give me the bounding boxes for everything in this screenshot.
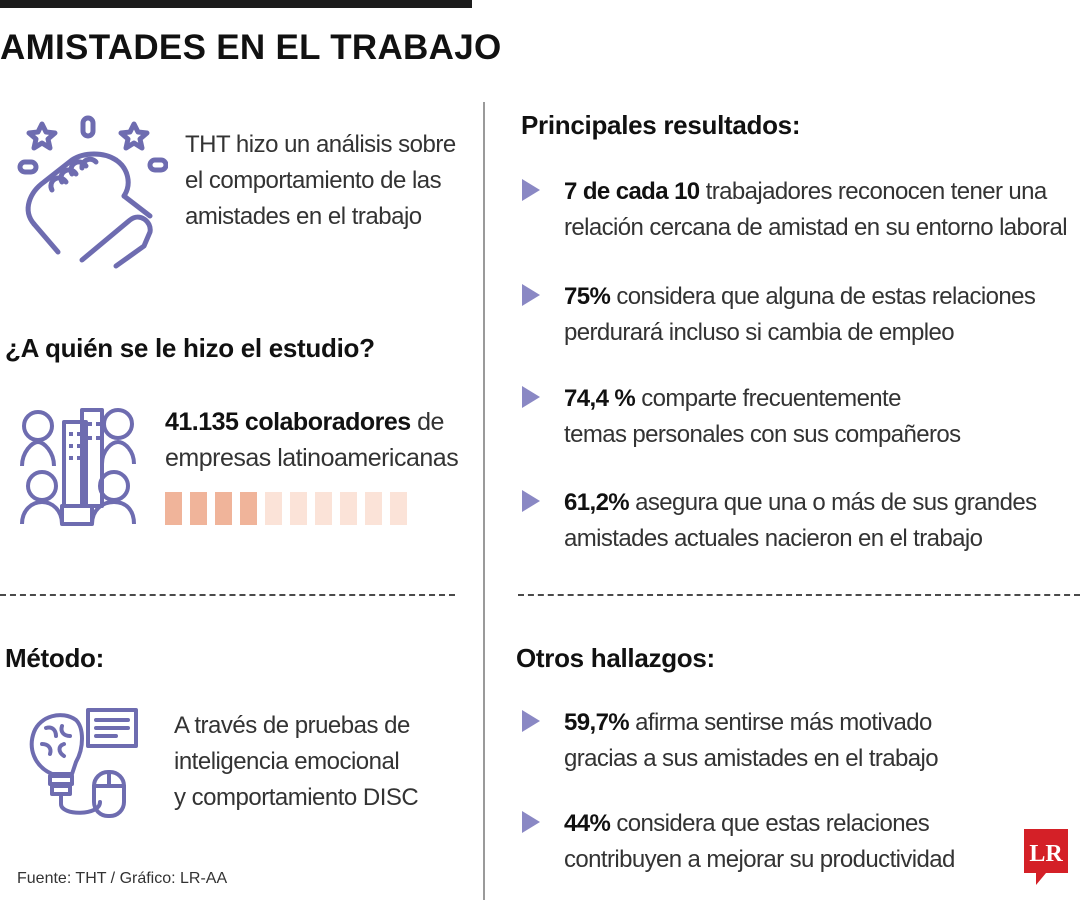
source-note: Fuente: THT / Gráfico: LR-AA: [17, 870, 228, 887]
participant-block: [165, 492, 182, 525]
finding-figure: 44%: [564, 810, 611, 837]
bullet-arrow-icon: [522, 811, 540, 833]
bullet-arrow-icon: [522, 710, 540, 732]
finding-line-2: contribuyen a mejorar su productividad: [564, 846, 955, 873]
finding-item: 59,7% afirma sentirse más motivado graci…: [522, 705, 939, 777]
participant-block: [290, 492, 307, 525]
intro-line: THT hizo un análisis sobre: [185, 131, 456, 158]
study-heading: ¿A quién se le hizo el estudio?: [5, 333, 375, 363]
others-heading: Otros hallazgos:: [516, 643, 715, 673]
result-line-2: amistades actuales nacieron en el trabaj…: [564, 525, 983, 552]
result-text: 7 de cada 10 trabajadores reconocen tene…: [564, 174, 1068, 246]
right-dashed-divider: [518, 594, 1080, 596]
method-heading: Método:: [5, 643, 104, 673]
method-line: y comportamiento DISC: [174, 784, 419, 811]
bullet-arrow-icon: [522, 179, 540, 201]
handshake-icon: [17, 115, 168, 269]
study-text: 41.135 colaboradores de empresas latinoa…: [165, 404, 459, 476]
participant-block: [190, 492, 207, 525]
left-dashed-divider: [0, 594, 455, 596]
result-figure: 61,2%: [564, 489, 630, 516]
finding-line-1: considera que estas relaciones: [610, 810, 930, 837]
result-item: 7 de cada 10 trabajadores reconocen tene…: [522, 174, 1068, 246]
participant-block: [265, 492, 282, 525]
result-line-2: relación cercana de amistad en su entorn…: [564, 214, 1068, 241]
method-line: A través de pruebas de: [174, 712, 410, 739]
result-figure: 74,4 %: [564, 385, 636, 412]
study-count-suffix: de: [410, 408, 444, 436]
result-figure: 7 de cada 10: [564, 178, 700, 205]
finding-figure: 59,7%: [564, 709, 630, 736]
result-line-1: considera que alguna de estas relaciones: [610, 283, 1036, 310]
participant-block: [215, 492, 232, 525]
finding-line-1: afirma sentirse más motivado: [629, 709, 932, 736]
method-text: A través de pruebas de inteligencia emoc…: [174, 708, 419, 816]
participant-block: [240, 492, 257, 525]
bullet-arrow-icon: [522, 386, 540, 408]
study-count: 41.135 colaboradores: [165, 408, 411, 436]
participant-block: [390, 492, 407, 525]
result-text: 74,4 % comparte frecuentemente temas per…: [564, 381, 961, 453]
study-line-1: 41.135 colaboradores de: [165, 404, 458, 440]
result-text: 61,2% asegura que una o más de sus grand…: [564, 485, 1037, 557]
participant-block: [365, 492, 382, 525]
participant-block: [340, 492, 357, 525]
intro-line: amistades en el trabajo: [185, 203, 422, 230]
top-rule: [0, 0, 472, 8]
page-title: AMISTADES EN EL TRABAJO: [0, 28, 502, 67]
result-line-2: perdurará incluso si cambia de empleo: [564, 319, 955, 346]
result-item: 61,2% asegura que una o más de sus grand…: [522, 485, 1037, 557]
finding-text: 59,7% afirma sentirse más motivado graci…: [564, 705, 939, 777]
participant-block: [315, 492, 332, 525]
bullet-arrow-icon: [522, 284, 540, 306]
result-line-2: temas personales con sus compañeros: [564, 421, 961, 448]
people-city-icon: [20, 408, 136, 526]
finding-item: 44% considera que estas relaciones contr…: [522, 806, 955, 878]
lr-logo: LR: [1024, 829, 1068, 885]
column-divider: [483, 102, 485, 900]
result-line-1: trabajadores reconocen tener una: [699, 178, 1048, 205]
result-line-1: asegura que una o más de sus grandes: [629, 489, 1037, 516]
logo-text: LR: [1029, 841, 1063, 867]
intro-line: el comportamiento de las: [185, 167, 442, 194]
study-line-2: empresas latinoamericanas: [165, 444, 459, 472]
result-item: 74,4 % comparte frecuentemente temas per…: [522, 381, 961, 453]
finding-text: 44% considera que estas relaciones contr…: [564, 806, 955, 878]
finding-line-2: gracias a sus amistades en el trabajo: [564, 745, 939, 772]
brain-computer-icon: [29, 708, 138, 818]
result-item: 75% considera que alguna de estas relaci…: [522, 279, 1036, 351]
result-text: 75% considera que alguna de estas relaci…: [564, 279, 1036, 351]
results-heading: Principales resultados:: [521, 110, 801, 140]
participants-bar: [165, 492, 407, 525]
result-figure: 75%: [564, 283, 611, 310]
method-line: inteligencia emocional: [174, 748, 400, 775]
bullet-arrow-icon: [522, 490, 540, 512]
result-line-1: comparte frecuentemente: [635, 385, 901, 412]
intro-text: THT hizo un análisis sobre el comportami…: [185, 127, 456, 235]
